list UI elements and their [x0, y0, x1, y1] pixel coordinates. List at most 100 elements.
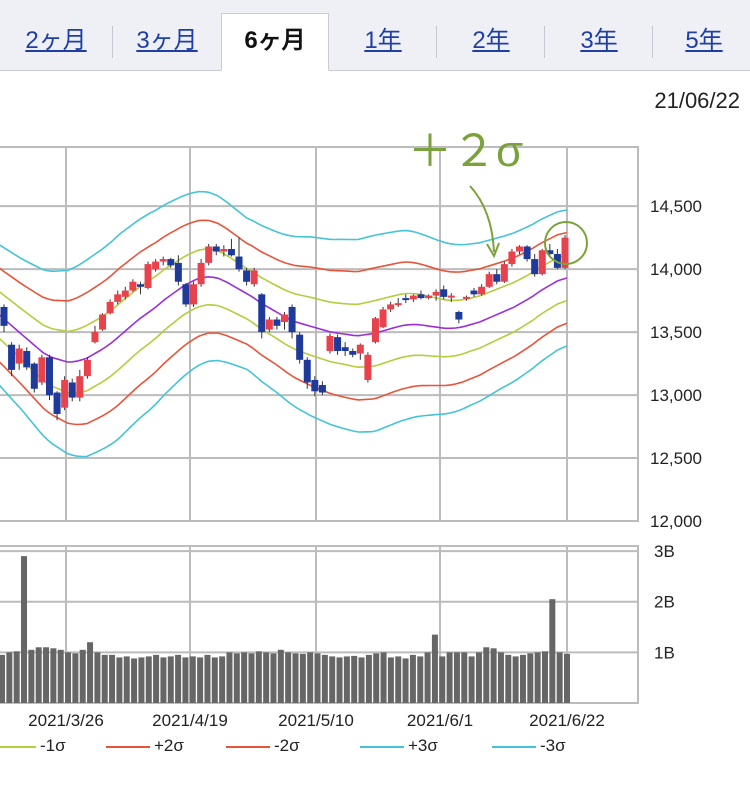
volume-bar — [541, 651, 548, 703]
candle-body — [76, 376, 84, 398]
price-tick-label: 14,500 — [650, 197, 702, 216]
volume-bar — [145, 656, 152, 703]
candle-body — [45, 357, 53, 396]
latest-date: 21/06/22 — [654, 88, 740, 113]
candle-body — [470, 290, 478, 295]
legend-swatch — [492, 745, 536, 748]
volume-bar — [424, 652, 431, 703]
legend-swatch — [226, 745, 270, 748]
legend-plus2sigma: +2σ — [106, 736, 184, 756]
tab-6-months[interactable]: 6ヶ月 — [221, 13, 329, 71]
legend-swatch — [360, 745, 404, 748]
candle-body — [91, 332, 99, 343]
legend-label: +2σ — [154, 736, 184, 755]
candle-body — [106, 301, 114, 314]
tab-2-years[interactable]: 2年 — [472, 27, 510, 54]
tab-1-year[interactable]: 1年 — [364, 27, 402, 54]
candle-body — [318, 385, 326, 393]
candle-body — [341, 347, 349, 351]
volume-bar — [336, 657, 343, 703]
band-plus1sigma — [0, 247, 568, 333]
volume-bar — [512, 656, 519, 703]
candle-body — [546, 250, 554, 255]
candle-body — [478, 286, 486, 295]
candle-body — [30, 363, 38, 389]
candle-body — [387, 304, 395, 310]
price-tick-label: 12,500 — [650, 449, 702, 468]
volume-bar — [490, 648, 497, 703]
candle-body — [152, 261, 160, 270]
volume-bar — [277, 649, 284, 703]
volume-bar — [380, 652, 387, 703]
volume-bar — [109, 654, 116, 703]
x-date-label: 2021/3/26 — [28, 711, 104, 730]
volume-bar — [431, 634, 438, 703]
candle-body — [371, 318, 379, 343]
candle-body — [356, 344, 364, 354]
volume-bar — [79, 649, 86, 703]
tab-3-years[interactable]: 3年 — [580, 27, 618, 54]
volume-bar — [182, 657, 189, 703]
legend-label: -3σ — [540, 736, 566, 755]
volume-bar — [270, 653, 277, 703]
candle-body — [182, 284, 190, 305]
candle-body — [303, 359, 311, 383]
volume-bar — [307, 652, 314, 703]
volume-bar — [167, 656, 174, 703]
volume-bar — [564, 653, 570, 703]
tab-separator — [112, 26, 113, 58]
candle-body — [136, 284, 144, 287]
candle-body — [0, 306, 8, 326]
candle-body — [38, 357, 46, 383]
legend: -1σ +2σ -2σ +3σ -3σ — [0, 736, 750, 760]
volume-bar — [116, 657, 123, 703]
volume-bar — [35, 647, 42, 703]
candle-body — [508, 251, 516, 265]
candle-body — [538, 250, 546, 275]
volume-bar — [0, 654, 5, 703]
volume-bar — [50, 648, 57, 703]
volume-bar — [402, 658, 409, 703]
annotation-arrowhead — [486, 242, 500, 259]
volume-bar — [6, 652, 13, 703]
candle-body — [243, 270, 251, 282]
candle-body — [265, 319, 273, 330]
volume-bar — [94, 652, 101, 703]
volume-bar — [483, 647, 490, 703]
volume-bar — [534, 652, 541, 703]
volume-bar — [549, 599, 556, 703]
legend-plus3sigma: +3σ — [360, 736, 438, 756]
candle-body — [296, 334, 304, 360]
price-grid — [0, 146, 639, 522]
legend-minus3sigma: -3σ — [492, 736, 566, 756]
volume-bar — [373, 653, 380, 703]
candlesticks — [0, 235, 569, 421]
volume-bar — [255, 651, 262, 703]
tab-separator — [436, 26, 437, 58]
candle-body — [205, 246, 213, 263]
volume-bar — [197, 657, 204, 703]
candle-body — [326, 335, 334, 351]
candle-body — [417, 294, 425, 299]
candle-body — [250, 270, 258, 285]
legend-label: -1σ — [40, 736, 66, 755]
volume-bar — [453, 652, 460, 703]
annotation-circle — [544, 221, 588, 265]
candle-body — [440, 289, 448, 297]
tab-5-years[interactable]: 5年 — [685, 27, 723, 54]
volume-tick-label: 3B — [654, 542, 675, 561]
tab-3-months[interactable]: 3ヶ月 — [136, 27, 198, 54]
volume-bar — [556, 652, 563, 703]
band-plus3sigma — [0, 190, 568, 273]
volume-bar — [241, 652, 248, 703]
volume-bar — [519, 654, 526, 703]
volume-bar — [527, 653, 534, 703]
volume-bar — [387, 657, 394, 703]
volume-bar — [101, 654, 108, 703]
axis-ticks: 14,500 14,000 13,500 13,000 12,500 12,000 3B 2B… — [28, 197, 702, 730]
candle-body — [167, 259, 175, 266]
candle-body — [68, 382, 76, 398]
tab-separator — [544, 26, 545, 58]
tab-2-months[interactable]: 2ヶ月 — [25, 27, 87, 54]
